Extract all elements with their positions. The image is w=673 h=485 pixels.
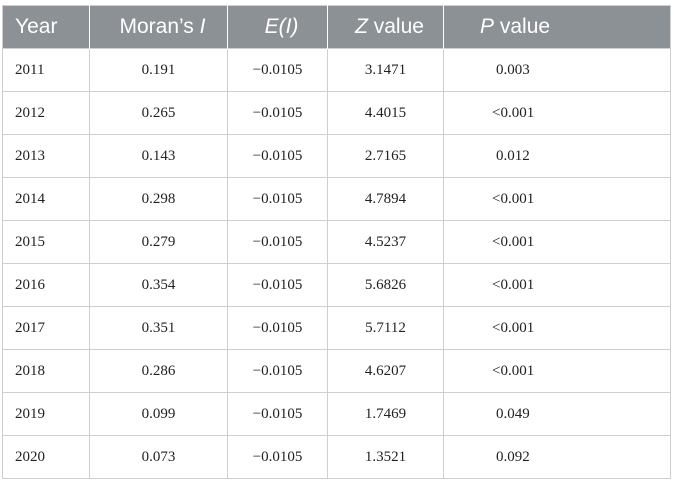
table-row: 2020 0.073 −0.0105 1.3521 0.092: [2, 435, 671, 479]
header-expected-i: E(I): [227, 5, 328, 49]
cell-z-value: 5.6826: [327, 263, 444, 307]
table-body: 2011 0.191 −0.0105 3.1471 0.003 2012 0.265 −0.0…: [2, 48, 671, 479]
cell-p-value: <0.001: [443, 306, 671, 350]
header-z-value: Z value: [327, 5, 444, 49]
table-row: 2018 0.286 −0.0105 4.6207 <0.001: [2, 349, 671, 393]
cell-year: 2014: [2, 177, 90, 221]
moran-table-container: Year Moran’s I E(I) Z value P value 2011…: [2, 5, 671, 479]
cell-year: 2013: [2, 134, 90, 178]
cell-moran-i: 0.099: [89, 392, 228, 436]
cell-z-value: 5.7112: [327, 306, 444, 350]
cell-expected-i: −0.0105: [227, 134, 328, 178]
cell-p-value: 0.003: [443, 48, 671, 92]
cell-year: 2017: [2, 306, 90, 350]
cell-moran-i: 0.073: [89, 435, 228, 479]
table-row: 2011 0.191 −0.0105 3.1471 0.003: [2, 48, 671, 92]
cell-moran-i: 0.286: [89, 349, 228, 393]
cell-expected-i: −0.0105: [227, 220, 328, 264]
header-year: Year: [2, 5, 90, 49]
cell-expected-i: −0.0105: [227, 91, 328, 135]
cell-z-value: 3.1471: [327, 48, 444, 92]
header-moran-i: Moran’s I: [89, 5, 228, 49]
cell-moran-i: 0.143: [89, 134, 228, 178]
cell-year: 2012: [2, 91, 90, 135]
cell-year: 2018: [2, 349, 90, 393]
cell-year: 2016: [2, 263, 90, 307]
cell-z-value: 1.7469: [327, 392, 444, 436]
cell-p-value: <0.001: [443, 177, 671, 221]
table-row: 2019 0.099 −0.0105 1.7469 0.049: [2, 392, 671, 436]
cell-expected-i: −0.0105: [227, 435, 328, 479]
cell-expected-i: −0.0105: [227, 349, 328, 393]
cell-year: 2020: [2, 435, 90, 479]
cell-z-value: 4.4015: [327, 91, 444, 135]
table-row: 2016 0.354 −0.0105 5.6826 <0.001: [2, 263, 671, 307]
table-row: 2014 0.298 −0.0105 4.7894 <0.001: [2, 177, 671, 221]
cell-z-value: 4.6207: [327, 349, 444, 393]
cell-p-value: 0.049: [443, 392, 671, 436]
table-row: 2012 0.265 −0.0105 4.4015 <0.001: [2, 91, 671, 135]
cell-z-value: 2.7165: [327, 134, 444, 178]
cell-p-value: 0.092: [443, 435, 671, 479]
cell-expected-i: −0.0105: [227, 306, 328, 350]
cell-moran-i: 0.351: [89, 306, 228, 350]
cell-moran-i: 0.354: [89, 263, 228, 307]
cell-moran-i: 0.279: [89, 220, 228, 264]
header-row: Year Moran’s I E(I) Z value P value: [2, 5, 671, 49]
cell-z-value: 4.7894: [327, 177, 444, 221]
cell-z-value: 4.5237: [327, 220, 444, 264]
cell-p-value: <0.001: [443, 91, 671, 135]
cell-year: 2015: [2, 220, 90, 264]
cell-z-value: 1.3521: [327, 435, 444, 479]
cell-year: 2011: [2, 48, 90, 92]
header-p-value: P value: [443, 5, 671, 49]
cell-year: 2019: [2, 392, 90, 436]
cell-p-value: <0.001: [443, 349, 671, 393]
cell-expected-i: −0.0105: [227, 263, 328, 307]
cell-expected-i: −0.0105: [227, 48, 328, 92]
cell-moran-i: 0.265: [89, 91, 228, 135]
moran-index-table: Year Moran’s I E(I) Z value P value 2011…: [2, 5, 671, 479]
cell-expected-i: −0.0105: [227, 177, 328, 221]
cell-expected-i: −0.0105: [227, 392, 328, 436]
table-header: Year Moran’s I E(I) Z value P value: [2, 5, 671, 49]
cell-moran-i: 0.191: [89, 48, 228, 92]
table-row: 2015 0.279 −0.0105 4.5237 <0.001: [2, 220, 671, 264]
table-row: 2017 0.351 −0.0105 5.7112 <0.001: [2, 306, 671, 350]
cell-moran-i: 0.298: [89, 177, 228, 221]
cell-p-value: 0.012: [443, 134, 671, 178]
table-row: 2013 0.143 −0.0105 2.7165 0.012: [2, 134, 671, 178]
cell-p-value: <0.001: [443, 263, 671, 307]
cell-p-value: <0.001: [443, 220, 671, 264]
